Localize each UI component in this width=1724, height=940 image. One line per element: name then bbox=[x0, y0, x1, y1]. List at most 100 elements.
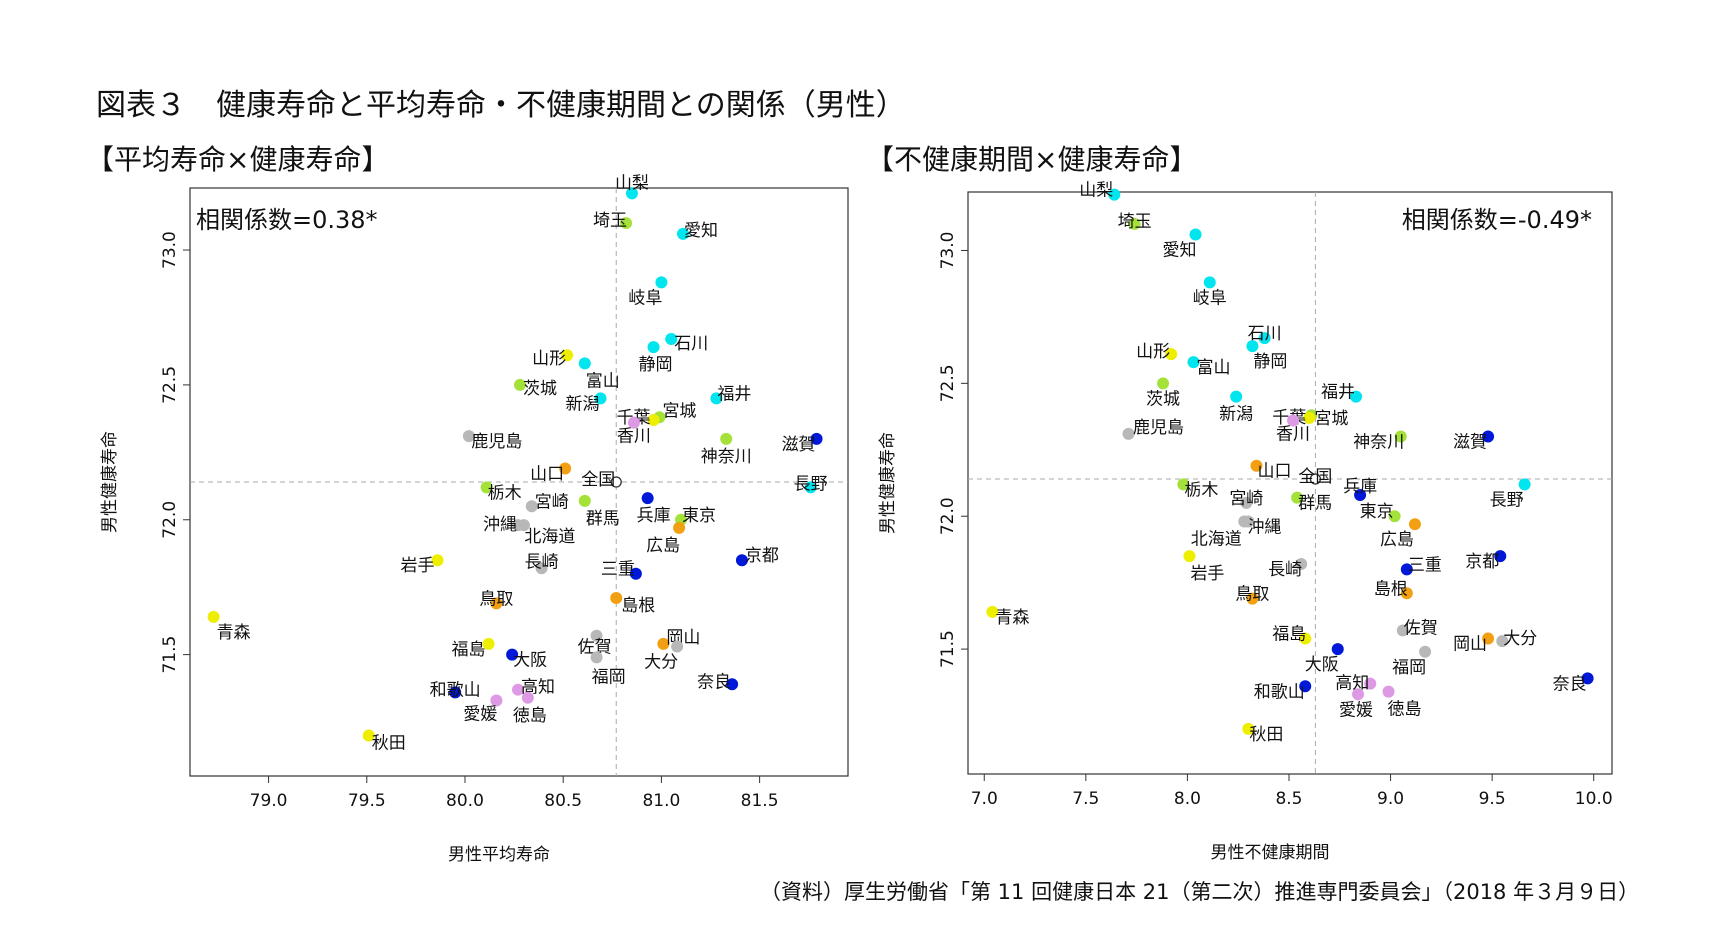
data-point-label: 神奈川 bbox=[1353, 432, 1404, 452]
data-point-label: 秋田 bbox=[372, 734, 406, 754]
data-point-label: 鳥取 bbox=[1235, 585, 1269, 605]
data-point-label: 北海道 bbox=[1191, 530, 1242, 550]
data-point-label: 大分 bbox=[1503, 629, 1537, 649]
data-point-label: 石川 bbox=[674, 334, 708, 354]
data-point-label: 香川 bbox=[617, 427, 651, 447]
data-point bbox=[1230, 390, 1243, 403]
data-point-label: 栃木 bbox=[488, 483, 522, 503]
x-tick-label: 9.5 bbox=[1479, 789, 1506, 809]
x-tick-label: 7.0 bbox=[971, 789, 998, 809]
y-tick-label: 73.0 bbox=[160, 231, 180, 269]
data-point bbox=[1494, 550, 1507, 563]
correlation-coefficient: 相関係数=-0.49* bbox=[1402, 206, 1592, 234]
data-point-national bbox=[610, 476, 622, 488]
data-point bbox=[1299, 680, 1312, 693]
plot-frame bbox=[967, 191, 1613, 775]
data-point-label: 徳島 bbox=[513, 706, 547, 726]
data-point-label: 三重 bbox=[601, 560, 635, 580]
data-point bbox=[710, 392, 723, 405]
data-point bbox=[629, 567, 642, 580]
data-point-label: 宮崎 bbox=[535, 492, 569, 512]
data-point-label: 山口 bbox=[1257, 462, 1291, 482]
data-point bbox=[561, 349, 574, 362]
data-point bbox=[1388, 510, 1401, 523]
data-point bbox=[594, 392, 607, 405]
x-tick-label: 81.0 bbox=[642, 791, 680, 811]
data-point-label: 京都 bbox=[1465, 552, 1499, 572]
data-point bbox=[506, 648, 519, 661]
data-point bbox=[726, 678, 739, 691]
data-point-label: 北海道 bbox=[524, 527, 575, 547]
data-point bbox=[665, 333, 678, 346]
data-point bbox=[1354, 488, 1367, 501]
data-point bbox=[590, 629, 603, 642]
data-point-label: 東京 bbox=[1360, 502, 1394, 522]
data-point-label: 高知 bbox=[1335, 674, 1369, 694]
data-point-label: 和歌山 bbox=[1254, 682, 1305, 702]
data-point bbox=[490, 597, 503, 610]
data-point bbox=[1496, 635, 1509, 648]
data-point-label: 兵庫 bbox=[637, 506, 671, 526]
data-point bbox=[655, 276, 668, 289]
x-tick-label: 79.5 bbox=[348, 791, 386, 811]
data-point bbox=[1108, 188, 1121, 201]
x-tick-label: 8.5 bbox=[1275, 789, 1302, 809]
data-point bbox=[1189, 228, 1202, 241]
data-point-label: 長崎 bbox=[1268, 560, 1302, 580]
data-point-label: 茨城 bbox=[1146, 389, 1180, 409]
data-point-label: 福井 bbox=[717, 384, 751, 404]
data-point bbox=[1165, 348, 1178, 361]
x-axis-label: 男性不健康期間 bbox=[1211, 843, 1330, 863]
data-point bbox=[449, 686, 462, 699]
data-point-label: 大分 bbox=[644, 653, 678, 673]
data-point-label: 岩手 bbox=[1190, 564, 1224, 584]
x-tick-label: 9.0 bbox=[1377, 789, 1404, 809]
y-tick-label: 71.5 bbox=[938, 630, 958, 668]
y-tick-label: 72.0 bbox=[938, 497, 958, 535]
y-tick-label: 72.5 bbox=[160, 366, 180, 404]
data-point-label: 佐賀 bbox=[578, 638, 612, 658]
data-point bbox=[513, 378, 526, 391]
x-tick-label: 10.0 bbox=[1575, 789, 1613, 809]
data-point-label: 秋田 bbox=[1249, 725, 1283, 745]
data-point bbox=[673, 521, 686, 534]
data-point-label: 全国 bbox=[1298, 467, 1332, 487]
chart-1-heading: 【平均寿命×健康寿命】 bbox=[86, 143, 390, 176]
data-point-label: 岐阜 bbox=[628, 288, 662, 308]
data-point bbox=[521, 691, 534, 704]
correlation-coefficient: 相関係数=0.38* bbox=[196, 206, 378, 234]
data-point bbox=[1291, 491, 1304, 504]
data-point-label: 鹿児島 bbox=[1133, 418, 1184, 438]
data-point-label: 長野 bbox=[1490, 490, 1524, 510]
data-point-label: 大阪 bbox=[513, 651, 547, 671]
data-point-label: 石川 bbox=[1248, 324, 1282, 344]
data-point bbox=[480, 481, 493, 494]
x-tick-label: 79.0 bbox=[250, 791, 288, 811]
data-point-label: 愛媛 bbox=[463, 704, 497, 724]
data-point bbox=[490, 694, 503, 707]
data-point-label: 滋賀 bbox=[1453, 432, 1487, 452]
data-point bbox=[1581, 672, 1594, 685]
data-point-label: 香川 bbox=[1276, 425, 1310, 445]
y-tick-label: 71.5 bbox=[160, 636, 180, 674]
data-point-label: 広島 bbox=[1380, 530, 1414, 550]
data-point bbox=[804, 481, 817, 494]
data-point-label: 鳥取 bbox=[479, 589, 513, 609]
data-point-label: 埼玉 bbox=[593, 211, 627, 231]
data-point bbox=[362, 729, 375, 742]
data-point bbox=[1350, 390, 1363, 403]
data-point-label: 岐阜 bbox=[1193, 288, 1227, 308]
data-point bbox=[677, 227, 690, 240]
x-tick-label: 80.5 bbox=[544, 791, 582, 811]
data-point bbox=[1183, 550, 1196, 563]
data-point-label: 宮城 bbox=[662, 401, 696, 421]
data-point-label: 群馬 bbox=[1298, 494, 1332, 514]
data-point-label: 岡山 bbox=[1453, 634, 1487, 654]
data-point-label: 沖縄 bbox=[483, 515, 517, 535]
data-point bbox=[1396, 624, 1409, 637]
data-point bbox=[1187, 356, 1200, 369]
data-point-label: 群馬 bbox=[586, 509, 620, 529]
data-point bbox=[1352, 688, 1365, 701]
y-axis-label: 男性健康寿命 bbox=[100, 431, 120, 533]
data-point bbox=[1364, 677, 1377, 690]
